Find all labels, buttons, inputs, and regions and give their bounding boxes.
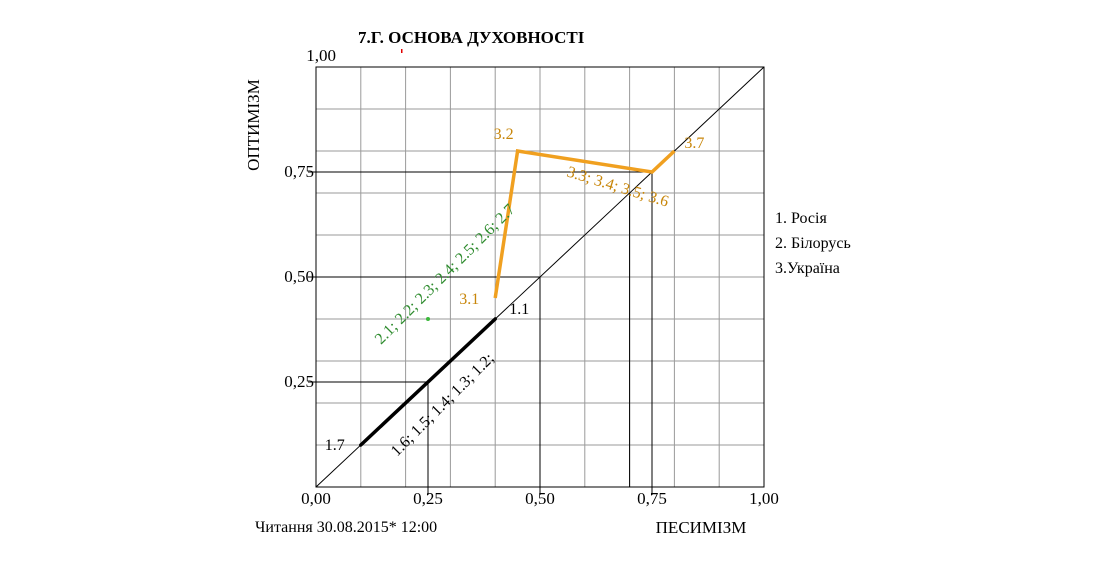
y-tick-2: 0,50 <box>284 267 314 286</box>
y-tick-4: 1,00 <box>306 46 336 65</box>
label-1-1: 1.1 <box>509 301 529 318</box>
series-russia-line <box>359 317 497 447</box>
x-tick-3: 0,75 <box>637 489 667 508</box>
series-belarus-point <box>426 317 430 321</box>
guide-lines <box>308 171 653 495</box>
legend-item-belarus: 2. Білорусь <box>775 235 851 252</box>
plot-frame <box>315 66 765 488</box>
chart-title: 7.Г. ОСНОВА ДУХОВНОСТІ <box>358 28 585 47</box>
y-tick-1: 0,25 <box>284 372 314 391</box>
label-2-1-to-2-7: 2.1; 2.2; 2.3; 2.4; 2.5; 2.6; 2.7 <box>372 201 519 348</box>
footer-timestamp: Читання 30.08.2015* 12:00 <box>255 519 437 536</box>
series-ukraine-line <box>493 148 676 299</box>
label-3-7: 3.7 <box>684 135 704 152</box>
x-tick-2: 0,50 <box>525 489 555 508</box>
title-red-mark <box>401 49 403 53</box>
x-tick-1: 0,25 <box>413 489 443 508</box>
label-3-1: 3.1 <box>459 291 479 308</box>
legend-item-ukraine: 3.Україна <box>775 260 840 277</box>
y-axis-label: ОПТИМІЗМ <box>244 79 263 171</box>
x-axis-label: ПЕСИМІЗМ <box>656 518 747 537</box>
legend-item-russia: 1. Росія <box>775 210 827 227</box>
label-3-2: 3.2 <box>494 126 514 143</box>
series-layer <box>359 148 676 447</box>
label-1-7: 1.7 <box>325 437 345 454</box>
x-tick-0: 0,00 <box>301 489 331 508</box>
x-tick-4: 1,00 <box>749 489 779 508</box>
y-tick-3: 0,75 <box>284 162 314 181</box>
